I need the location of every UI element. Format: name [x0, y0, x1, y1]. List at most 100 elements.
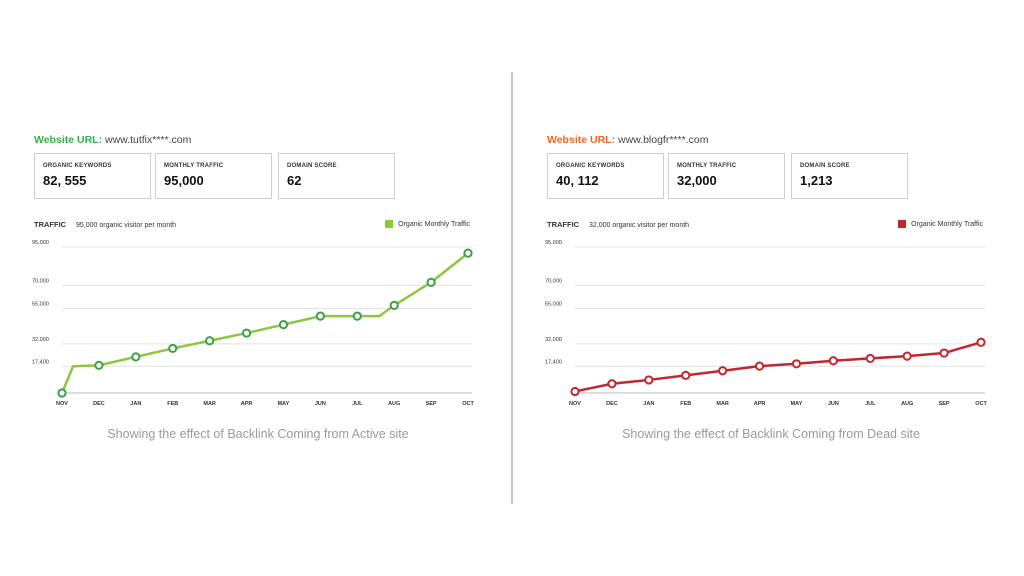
domain-score-card: DOMAIN SCORE 62	[278, 153, 395, 199]
monthly-traffic-value: 32,000	[677, 173, 717, 188]
traffic-header: TRAFFIC 32,000 organic visitor per month	[547, 220, 689, 229]
x-tick-label: MAY	[278, 401, 290, 407]
y-tick-label: 95,000	[545, 240, 562, 246]
series-line	[574, 341, 982, 393]
monthly-traffic-card: MONTHLY TRAFFIC 32,000	[668, 153, 785, 199]
traffic-line-chart: 95,000 70,000 55,000 32,000 17,400 NOV DEC JAN F…	[545, 240, 987, 407]
data-point	[902, 351, 912, 361]
chart-caption: Showing the effect of Backlink Coming fr…	[107, 427, 409, 441]
website-url-value: www.tutfix****.com	[104, 134, 192, 146]
data-point	[389, 300, 399, 311]
legend-swatch	[385, 220, 394, 228]
x-tick-label: MAY	[791, 401, 803, 407]
data-point	[205, 336, 215, 346]
x-tick-label: JAN	[130, 401, 141, 407]
website-url: Website URL: www.blogfr****.com	[547, 134, 708, 146]
chart-caption: Showing the effect of Backlink Coming fr…	[622, 427, 920, 441]
data-point	[131, 352, 141, 362]
data-point	[644, 375, 654, 385]
website-url-value: www.blogfr****.com	[617, 134, 709, 146]
data-point	[570, 386, 580, 397]
x-tick-label: AUG	[901, 401, 913, 407]
data-point	[241, 328, 252, 338]
x-tick-label: SEP	[426, 401, 437, 407]
chart-legend: Organic Monthly Traffic	[898, 220, 983, 228]
domain-score-label: DOMAIN SCORE	[287, 163, 337, 169]
traffic-value: 32,000	[589, 222, 611, 229]
data-point	[681, 370, 691, 380]
monthly-traffic-value: 95,000	[164, 173, 204, 188]
data-point	[828, 356, 838, 366]
dead-site-panel: Website URL: www.blogfr****.com ORGANIC …	[545, 0, 1005, 576]
traffic-description: organic visitor per month	[612, 222, 690, 229]
data-point	[939, 348, 949, 358]
y-tick-label: 70,000	[545, 278, 562, 284]
x-tick-label: OCT	[975, 401, 987, 407]
active-site-panel: Website URL: www.tutfix****.com ORGANIC …	[32, 0, 492, 576]
panel-divider	[511, 72, 513, 504]
monthly-traffic-card: MONTHLY TRAFFIC 95,000	[155, 153, 272, 199]
series-line	[60, 252, 469, 394]
x-tick-label: FEB	[680, 401, 691, 407]
x-tick-label: SEP	[939, 401, 950, 407]
x-tick-label: AUG	[388, 401, 400, 407]
organic-keywords-label: ORGANIC KEYWORDS	[43, 163, 112, 169]
data-point	[754, 361, 765, 371]
legend-label: Organic Monthly Traffic	[911, 220, 983, 228]
data-point	[865, 353, 875, 364]
x-tick-label: APR	[241, 401, 253, 407]
traffic-value: 95,000	[76, 222, 98, 229]
y-tick-label: 17,400	[545, 359, 562, 365]
website-url-label: Website URL:	[547, 134, 616, 146]
traffic-title: TRAFFIC	[547, 220, 580, 229]
domain-score-card: DOMAIN SCORE 1,213	[791, 153, 908, 199]
x-tick-label: NOV	[56, 401, 68, 407]
x-tick-label: JUL	[352, 401, 363, 407]
data-point	[791, 359, 802, 369]
y-tick-label: 32,000	[545, 337, 562, 343]
x-tick-label: JAN	[643, 401, 654, 407]
x-tick-label: NOV	[569, 401, 581, 407]
data-point	[352, 311, 362, 321]
y-tick-label: 55,000	[32, 301, 49, 307]
chart-legend: Organic Monthly Traffic	[385, 220, 470, 228]
organic-keywords-card: ORGANIC KEYWORDS 82, 555	[34, 153, 151, 199]
x-tick-label: JUN	[315, 401, 326, 407]
traffic-line-chart: 95,000 70,000 55,000 32,000 17,400 NOV DEC JAN F…	[32, 240, 474, 407]
x-tick-label: DEC	[93, 401, 105, 407]
traffic-header: TRAFFIC 95,000 organic visitor per month	[34, 220, 176, 229]
domain-score-label: DOMAIN SCORE	[800, 163, 850, 169]
y-tick-label: 95,000	[32, 240, 49, 246]
organic-keywords-value: 82, 555	[43, 173, 87, 188]
x-tick-label: FEB	[167, 401, 178, 407]
website-url-label: Website URL:	[34, 134, 103, 146]
organic-keywords-value: 40, 112	[556, 173, 599, 188]
legend-swatch	[898, 220, 907, 228]
traffic-description: organic visitor per month	[99, 222, 177, 229]
domain-score-value: 1,213	[800, 173, 833, 188]
data-point	[463, 248, 473, 258]
legend-label: Organic Monthly Traffic	[398, 220, 470, 228]
x-tick-label: MAR	[716, 401, 729, 407]
x-tick-label: JUL	[865, 401, 876, 407]
y-tick-label: 70,000	[32, 278, 49, 284]
data-point	[168, 343, 178, 354]
x-tick-label: MAR	[203, 401, 216, 407]
x-tick-label: APR	[754, 401, 766, 407]
y-tick-label: 17,400	[32, 359, 49, 365]
organic-keywords-label: ORGANIC KEYWORDS	[556, 163, 625, 169]
monthly-traffic-label: MONTHLY TRAFFIC	[677, 163, 737, 169]
data-point	[94, 360, 104, 370]
traffic-title: TRAFFIC	[34, 220, 67, 229]
organic-keywords-card: ORGANIC KEYWORDS 40, 112	[547, 153, 664, 199]
x-tick-label: DEC	[606, 401, 618, 407]
data-point	[607, 379, 617, 389]
y-tick-label: 32,000	[32, 337, 49, 343]
website-url: Website URL: www.tutfix****.com	[34, 134, 191, 146]
monthly-traffic-label: MONTHLY TRAFFIC	[164, 163, 224, 169]
data-point	[976, 337, 986, 347]
y-tick-label: 55,000	[545, 301, 562, 307]
domain-score-value: 62	[287, 173, 302, 188]
data-point	[718, 366, 728, 376]
data-point	[426, 277, 436, 287]
